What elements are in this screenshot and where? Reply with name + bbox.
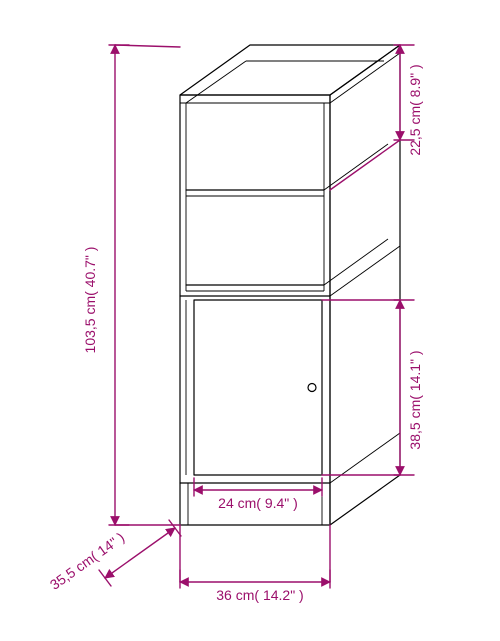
- dimension-diagram: 103,5 cm( 40.7" ) 22,5 cm( 8.9" ) 38,5 cm(…: [0, 0, 500, 641]
- cabinet-outline: [180, 45, 400, 525]
- dim-depth-label: 35,5 cm( 14" ): [47, 529, 127, 593]
- dim-door-width-label: 24 cm( 9.4" ): [218, 495, 298, 511]
- dim-total-width-label: 36 cm( 14.2" ): [216, 587, 303, 603]
- dim-shelf-height-label: 22,5 cm( 8.9" ): [407, 64, 423, 155]
- dim-door-height-label: 38,5 cm( 14.1" ): [407, 350, 423, 449]
- dimension-annotations: 103,5 cm( 40.7" ) 22,5 cm( 8.9" ) 38,5 cm(…: [47, 45, 423, 603]
- dim-total-height-label: 103,5 cm( 40.7" ): [82, 247, 98, 354]
